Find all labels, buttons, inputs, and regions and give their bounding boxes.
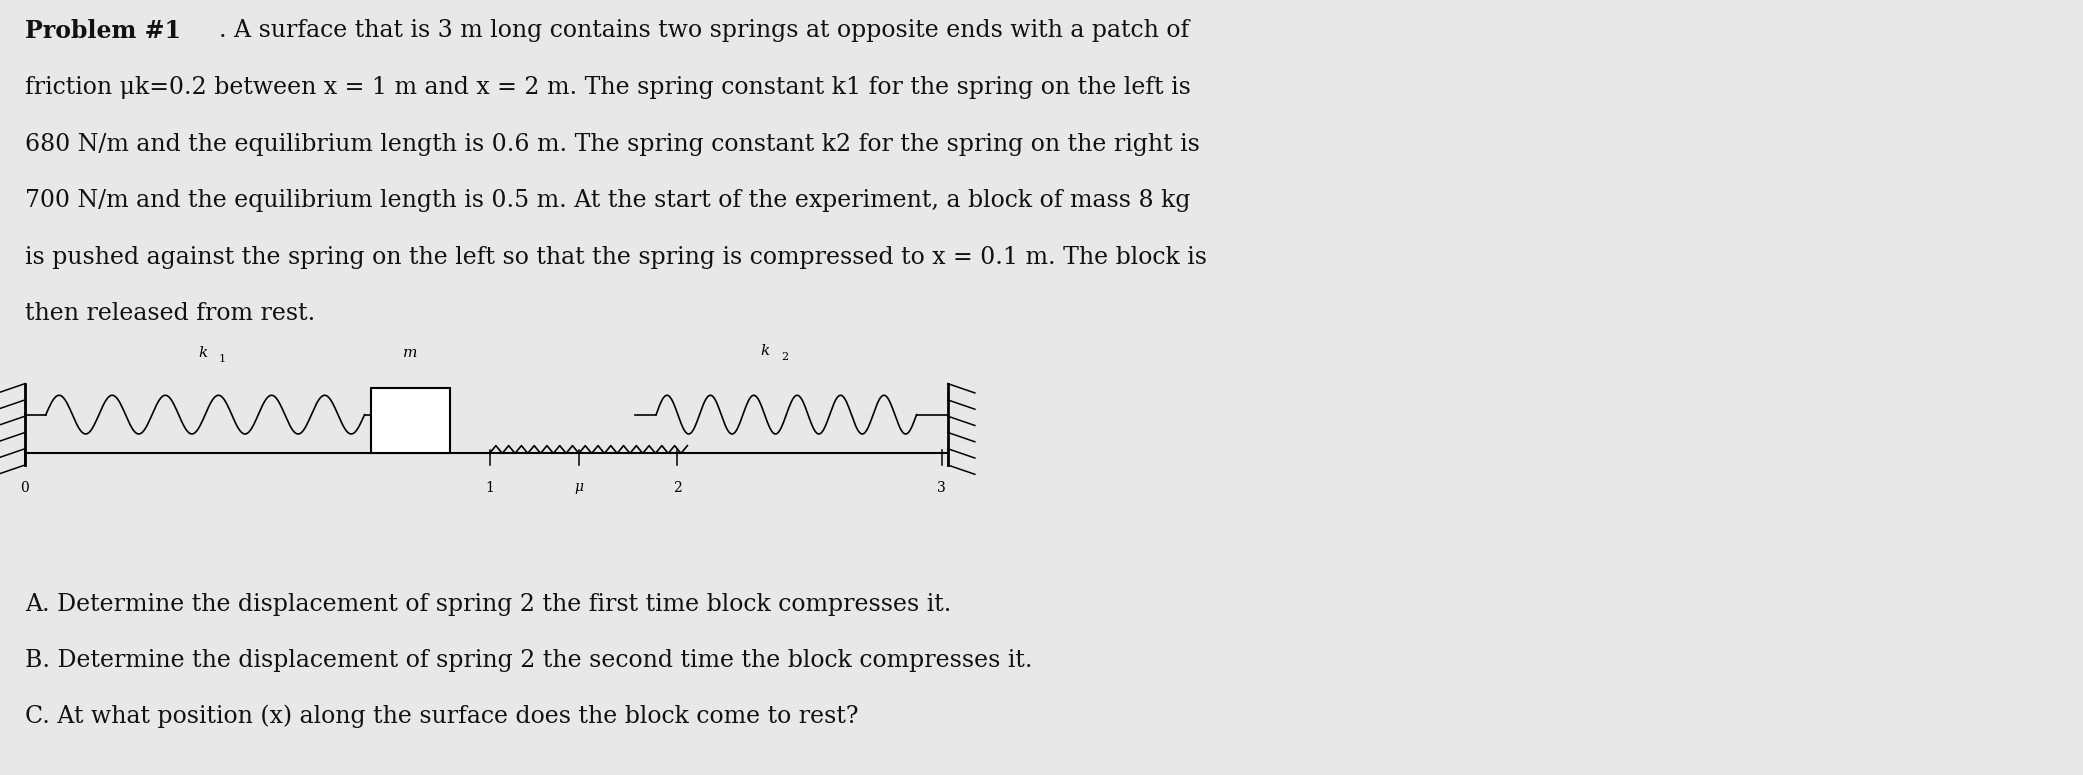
Text: friction μk=0.2 between x = 1 m and x = 2 m. The spring constant k1 for the spri: friction μk=0.2 between x = 1 m and x = … [25,76,1191,99]
Text: 1: 1 [219,354,225,364]
Text: 2: 2 [673,480,681,494]
Text: μ: μ [575,480,583,494]
Text: m: m [404,346,417,360]
Text: 2: 2 [781,352,787,362]
Text: B. Determine the displacement of spring 2 the second time the block compresses i: B. Determine the displacement of spring … [25,649,1033,672]
Text: Problem #1: Problem #1 [25,19,181,43]
Text: then released from rest.: then released from rest. [25,302,315,326]
Text: 0: 0 [21,480,29,494]
Text: 700 N/m and the equilibrium length is 0.5 m. At the start of the experiment, a b: 700 N/m and the equilibrium length is 0.… [25,189,1191,212]
Text: C. At what position (x) along the surface does the block come to rest?: C. At what position (x) along the surfac… [25,704,858,728]
Text: k: k [760,344,769,358]
Bar [371,388,450,453]
Text: is pushed against the spring on the left so that the spring is compressed to x =: is pushed against the spring on the left… [25,246,1206,269]
Text: . A surface that is 3 m long contains two springs at opposite ends with a patch : . A surface that is 3 m long contains tw… [219,19,1189,43]
Text: A. Determine the displacement of spring 2 the first time block compresses it.: A. Determine the displacement of spring … [25,593,952,616]
Text: 1: 1 [485,480,494,494]
Text: k: k [198,346,206,360]
Text: 680 N/m and the equilibrium length is 0.6 m. The spring constant k2 for the spri: 680 N/m and the equilibrium length is 0.… [25,133,1200,156]
Text: 3: 3 [937,480,946,494]
